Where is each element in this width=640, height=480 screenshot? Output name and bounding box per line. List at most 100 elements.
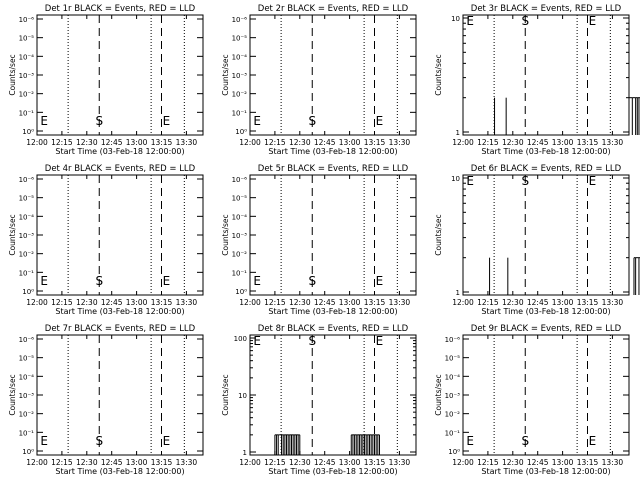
y-tick-label: 10⁻⁶ [19,336,35,344]
y-tick-label: 100 [234,335,247,343]
y-tick-label: 1 [456,289,460,297]
segment-marker-label: S [95,434,103,448]
y-tick-label: 10⁻¹ [19,269,35,277]
y-axis-label: Counts/sec [434,54,443,95]
y-tick-label: 10⁻³ [19,232,35,240]
x-tick-label: 13:30 [176,458,198,467]
x-tick-label: 12:15 [264,298,286,307]
x-axis-label: Start Time (03-Feb-18 12:00:00) [268,307,397,316]
x-tick-label: 13:15 [364,138,386,147]
x-axis-label: Start Time (03-Feb-18 12:00:00) [55,147,184,156]
y-tick-label: 10⁻⁶ [232,16,248,24]
x-tick-label: 12:45 [527,458,549,467]
y-tick-label: 10⁻¹ [445,429,461,437]
segment-marker-label: E [589,434,597,448]
panel-title: Det 8r BLACK = Events, RED = LLD [258,324,409,334]
x-tick-label: 13:30 [389,138,411,147]
x-tick-label: 13:00 [126,458,148,467]
x-axis-label: Start Time (03-Feb-18 12:00:00) [481,307,610,316]
x-tick-label: 12:15 [51,138,73,147]
segment-marker-label: S [521,14,529,28]
y-tick-label: 1 [243,449,247,457]
segment-marker-label: E [253,114,261,128]
x-tick-label: 13:30 [602,298,624,307]
segment-marker-label: S [521,434,529,448]
panel-title: Det 1r BLACK = Events, RED = LLD [45,4,196,14]
x-tick-label: 13:30 [176,298,198,307]
x-axis-label: Start Time (03-Feb-18 12:00:00) [268,147,397,156]
y-axis-label: Counts/sec [221,54,230,95]
y-tick-label: 10⁻⁶ [19,176,35,184]
y-tick-label: 10 [238,392,247,400]
x-tick-label: 12:45 [101,138,123,147]
y-tick-label: 10⁻⁴ [19,53,35,61]
x-tick-label: 13:00 [552,458,574,467]
segment-marker-label: S [308,274,316,288]
x-tick-label: 12:15 [51,458,73,467]
y-tick-label: 10⁻¹ [232,109,248,117]
y-tick-label: 10⁻⁴ [232,53,248,61]
x-tick-label: 13:30 [602,138,624,147]
x-tick-label: 13:30 [389,298,411,307]
x-tick-label: 12:45 [101,298,123,307]
segment-marker-label: E [376,334,384,348]
segment-marker-label: E [163,114,171,128]
x-tick-label: 13:15 [364,458,386,467]
plot-frame [462,14,630,136]
y-tick-label: 10⁻⁶ [19,16,35,24]
y-tick-label: 10⁻⁵ [232,195,248,203]
segment-marker-label: S [95,274,103,288]
segment-marker-label: S [95,114,103,128]
x-tick-label: 12:30 [289,138,311,147]
y-tick-label: 10⁻² [232,251,248,259]
x-tick-label: 13:15 [151,458,173,467]
x-tick-label: 13:00 [552,298,574,307]
plot-frame [462,174,630,296]
x-tick-label: 13:15 [151,298,173,307]
x-tick-label: 13:15 [151,138,173,147]
y-tick-label: 10⁻⁵ [445,355,461,363]
y-tick-label: 10⁻² [19,91,35,99]
y-tick-label: 10⁻⁶ [232,176,248,184]
x-tick-label: 13:15 [364,298,386,307]
panel-title: Det 2r BLACK = Events, RED = LLD [258,4,409,14]
y-axis-label: Counts/sec [221,374,230,415]
y-tick-label: 10⁻³ [19,72,35,80]
x-tick-label: 12:45 [314,458,336,467]
y-axis-label: Counts/sec [434,214,443,255]
y-tick-label: 10⁻⁴ [19,373,35,381]
x-tick-label: 12:30 [289,458,311,467]
x-tick-label: 12:00 [239,138,261,147]
x-tick-label: 12:15 [51,298,73,307]
x-tick-label: 12:00 [452,138,474,147]
y-tick-label: 1 [456,129,460,137]
panel-title: Det 6r BLACK = Events, RED = LLD [471,164,622,174]
x-tick-label: 12:45 [101,458,123,467]
segment-marker-label: E [40,434,48,448]
x-tick-label: 13:15 [577,138,599,147]
segment-marker-label: S [308,334,316,348]
y-tick-label: 10⁰ [235,128,247,136]
x-tick-label: 12:30 [76,138,98,147]
y-tick-label: 10⁻⁵ [19,35,35,43]
segment-marker-label: E [466,434,474,448]
segment-marker-label: E [376,274,384,288]
x-tick-label: 13:30 [176,138,198,147]
x-tick-label: 12:00 [26,138,48,147]
x-tick-label: 12:45 [527,298,549,307]
panel-title: Det 9r BLACK = Events, RED = LLD [471,324,622,334]
y-tick-label: 10⁰ [448,448,460,456]
x-tick-label: 13:00 [339,138,361,147]
x-tick-label: 12:00 [239,298,261,307]
x-tick-label: 13:30 [389,458,411,467]
segment-marker-label: E [40,274,48,288]
segment-marker-label: E [466,14,474,28]
x-axis-label: Start Time (03-Feb-18 12:00:00) [268,467,397,476]
